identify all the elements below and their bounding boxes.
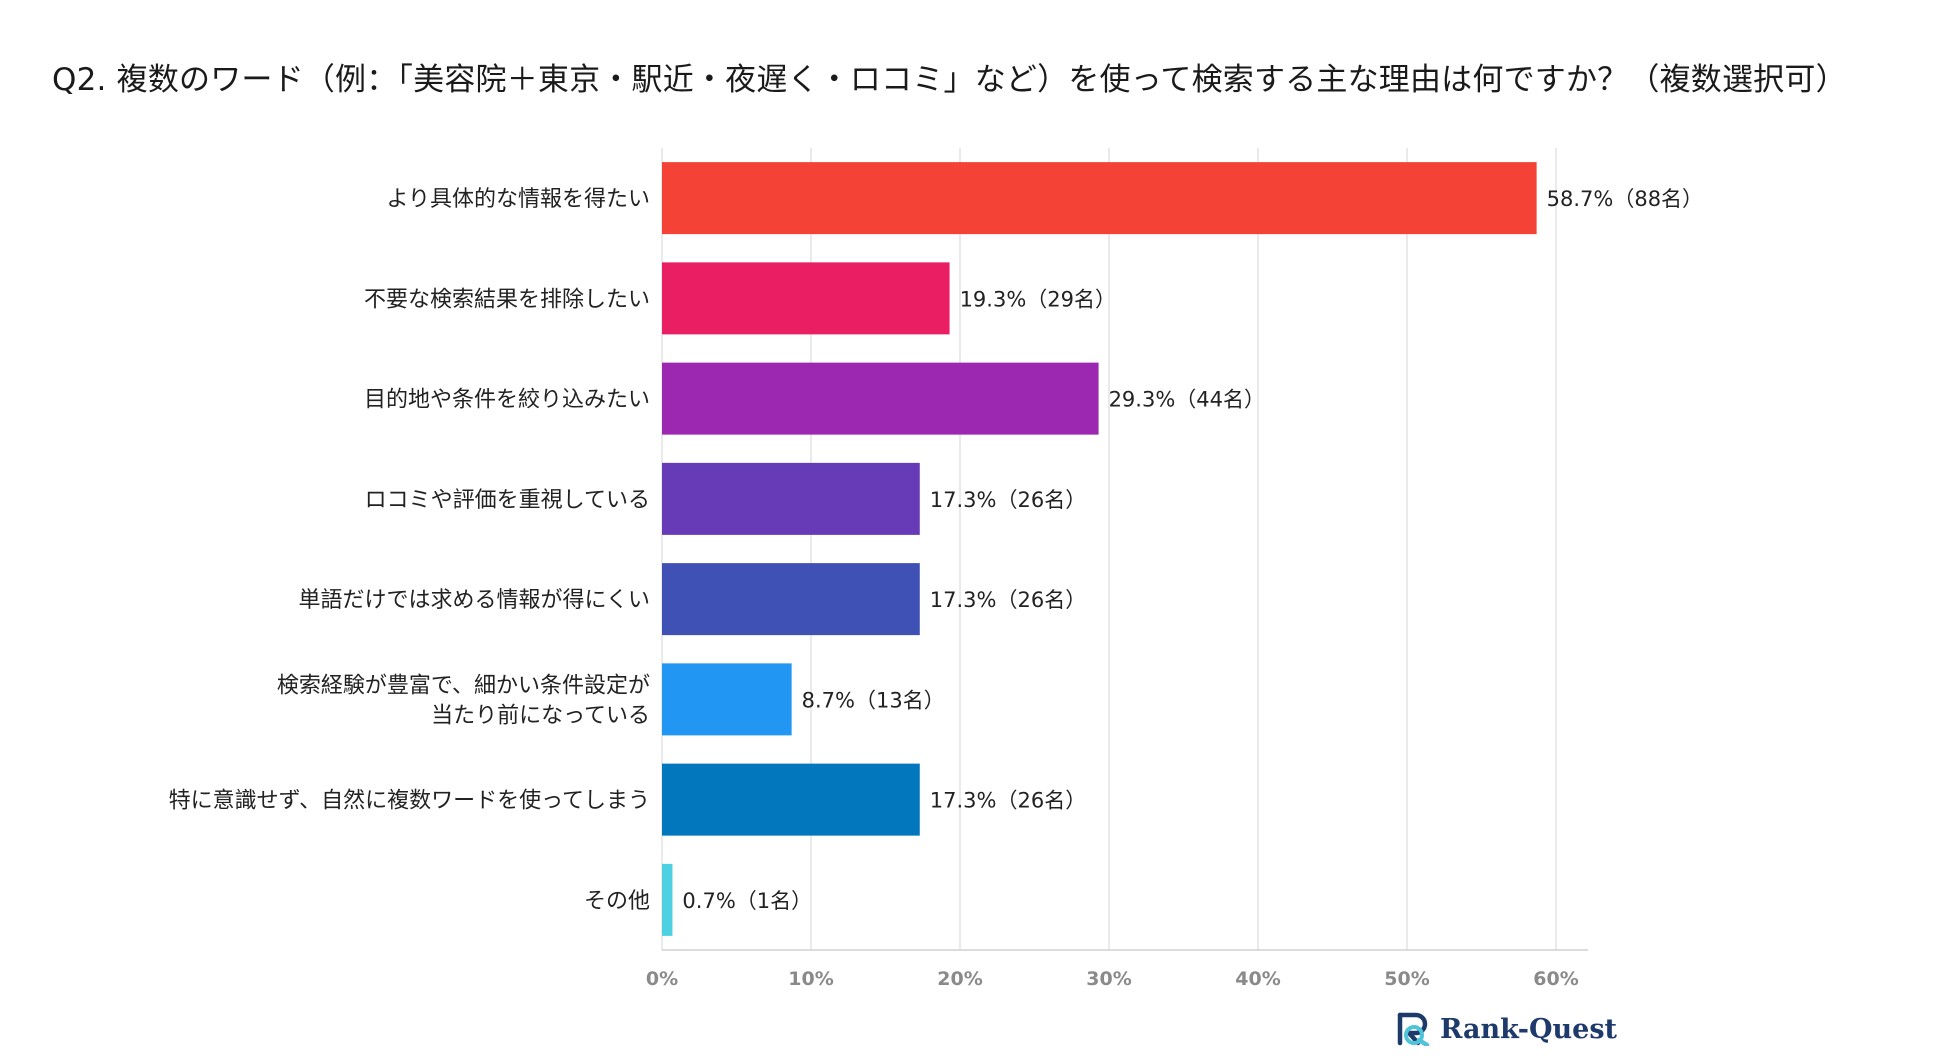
bars bbox=[662, 162, 1537, 936]
category-label: ロコミや評価を重視している bbox=[365, 488, 650, 513]
category-label: その他 bbox=[584, 889, 650, 914]
bar bbox=[662, 462, 920, 535]
data-label: 17.3%（26名） bbox=[930, 789, 1086, 813]
bar bbox=[662, 863, 673, 936]
bar bbox=[662, 362, 1099, 435]
data-label: 0.7%（1名） bbox=[682, 889, 812, 913]
brand-logo: Rank-Quest bbox=[1396, 1012, 1617, 1046]
data-label: 8.7%（13名） bbox=[802, 688, 945, 712]
category-label: より具体的な情報を得たい bbox=[386, 187, 650, 212]
x-axis-ticks: 0% 10% 20% 30% 40% 50% 60% bbox=[646, 968, 1579, 990]
x-tick-label: 50% bbox=[1384, 968, 1429, 990]
category-label: 不要な検索結果を排除したい bbox=[364, 287, 650, 312]
data-label: 19.3%（29名） bbox=[960, 287, 1116, 311]
category-label: 単語だけでは求める情報が得にくい bbox=[298, 588, 650, 613]
category-label: 当たり前になっている bbox=[431, 703, 650, 728]
x-tick-label: 20% bbox=[937, 968, 982, 990]
x-tick-label: 40% bbox=[1235, 968, 1280, 990]
bar bbox=[662, 162, 1537, 235]
rank-quest-logo-icon bbox=[1397, 1012, 1430, 1046]
bar bbox=[662, 563, 920, 636]
x-tick-label: 30% bbox=[1086, 968, 1131, 990]
data-label: 29.3%（44名） bbox=[1109, 388, 1265, 412]
bar bbox=[662, 262, 950, 335]
bar bbox=[662, 663, 792, 736]
chart-title: Q2. 複数のワード（例：「美容院＋東京・駅近・夜遅く・ロコミ」など）を使って検… bbox=[52, 62, 1847, 98]
data-label: 58.7%（88名） bbox=[1547, 187, 1703, 211]
x-tick-label: 60% bbox=[1533, 968, 1578, 990]
data-labels: 58.7%（88名） 19.3%（29名） 29.3%（44名） 17.3%（26名）… bbox=[682, 187, 1703, 913]
category-labels: より具体的な情報を得たい不要な検索結果を排除したい目的地や条件を絞り込みたいロコ… bbox=[169, 187, 650, 914]
brand-name: Rank-Quest bbox=[1440, 1013, 1618, 1045]
category-label: 特に意識せず、自然に複数ワードを使ってしまう bbox=[169, 789, 650, 814]
bar bbox=[662, 763, 920, 836]
category-label: 目的地や条件を絞り込みたい bbox=[364, 388, 650, 413]
data-label: 17.3%（26名） bbox=[930, 588, 1086, 612]
data-label: 17.3%（26名） bbox=[930, 488, 1086, 512]
x-tick-label: 0% bbox=[646, 968, 678, 990]
x-tick-label: 10% bbox=[788, 968, 833, 990]
category-label: 検索経験が豊富で、細かい条件設定が bbox=[277, 673, 650, 698]
